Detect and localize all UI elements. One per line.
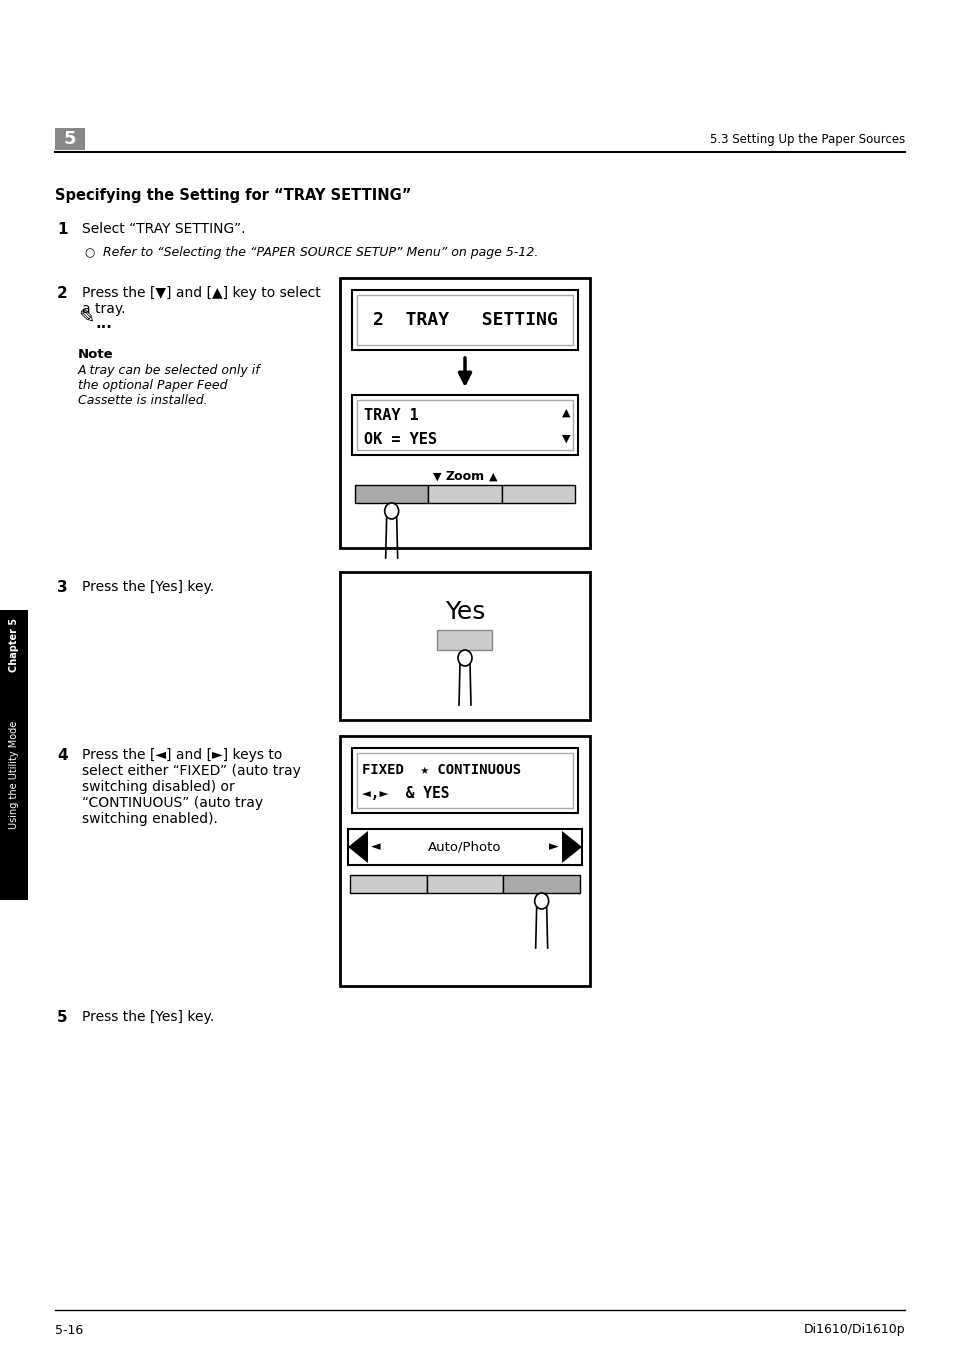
Text: Zoom: Zoom — [445, 470, 484, 484]
Text: Press the [Yes] key.: Press the [Yes] key. — [82, 1011, 213, 1024]
Ellipse shape — [384, 503, 398, 519]
Text: ◄,►  & YES: ◄,► & YES — [361, 786, 449, 801]
Ellipse shape — [457, 650, 472, 666]
FancyBboxPatch shape — [55, 128, 85, 150]
Text: Press the [Yes] key.: Press the [Yes] key. — [82, 580, 213, 594]
Text: ▼: ▼ — [433, 471, 441, 482]
Text: 1: 1 — [57, 222, 68, 236]
FancyBboxPatch shape — [503, 875, 579, 893]
Text: Select “TRAY SETTING”.: Select “TRAY SETTING”. — [82, 222, 245, 236]
Polygon shape — [561, 831, 581, 863]
Text: Auto/Photo: Auto/Photo — [428, 840, 501, 854]
FancyBboxPatch shape — [348, 830, 581, 865]
FancyBboxPatch shape — [352, 394, 578, 455]
FancyBboxPatch shape — [352, 290, 578, 350]
Text: Cassette is installed.: Cassette is installed. — [78, 394, 208, 407]
Text: ▲: ▲ — [561, 408, 570, 417]
Text: ▼: ▼ — [561, 434, 570, 444]
Text: ...: ... — [96, 316, 112, 331]
FancyBboxPatch shape — [350, 875, 426, 893]
Text: ▲: ▲ — [488, 471, 497, 482]
FancyBboxPatch shape — [0, 611, 28, 900]
Text: 2  TRAY   SETTING: 2 TRAY SETTING — [373, 311, 557, 330]
Text: ○: ○ — [85, 246, 95, 259]
Text: Press the [▼] and [▲] key to select: Press the [▼] and [▲] key to select — [82, 286, 320, 300]
Text: Specifying the Setting for “TRAY SETTING”: Specifying the Setting for “TRAY SETTING… — [55, 188, 411, 203]
Polygon shape — [348, 831, 368, 863]
FancyBboxPatch shape — [352, 748, 578, 813]
Text: a tray.: a tray. — [82, 303, 126, 316]
Text: 5: 5 — [64, 130, 76, 149]
Text: Di1610/Di1610p: Di1610/Di1610p — [802, 1324, 904, 1336]
Text: Chapter 5: Chapter 5 — [9, 617, 19, 671]
FancyBboxPatch shape — [437, 630, 492, 650]
Text: Using the Utility Mode: Using the Utility Mode — [9, 721, 19, 830]
Text: switching disabled) or: switching disabled) or — [82, 780, 234, 794]
Text: 4: 4 — [57, 748, 68, 763]
FancyBboxPatch shape — [339, 571, 589, 720]
FancyBboxPatch shape — [501, 485, 575, 503]
FancyBboxPatch shape — [356, 753, 573, 808]
Text: 5-16: 5-16 — [55, 1324, 83, 1336]
Ellipse shape — [534, 893, 548, 909]
Text: Refer to “Selecting the “PAPER SOURCE SETUP” Menu” on page 5-12.: Refer to “Selecting the “PAPER SOURCE SE… — [103, 246, 537, 259]
Text: the optional Paper Feed: the optional Paper Feed — [78, 380, 227, 392]
FancyBboxPatch shape — [339, 736, 589, 986]
FancyBboxPatch shape — [356, 400, 573, 450]
Text: TRAY 1: TRAY 1 — [364, 408, 418, 423]
Text: 5.3 Setting Up the Paper Sources: 5.3 Setting Up the Paper Sources — [709, 132, 904, 146]
Text: Press the [◄] and [►] keys to: Press the [◄] and [►] keys to — [82, 748, 282, 762]
Text: switching enabled).: switching enabled). — [82, 812, 217, 825]
FancyBboxPatch shape — [428, 485, 501, 503]
Text: FIXED  ★ CONTINUOUS: FIXED ★ CONTINUOUS — [361, 763, 520, 777]
Text: select either “FIXED” (auto tray: select either “FIXED” (auto tray — [82, 765, 300, 778]
Text: “CONTINUOUS” (auto tray: “CONTINUOUS” (auto tray — [82, 796, 263, 811]
Text: ◄: ◄ — [371, 840, 380, 854]
FancyBboxPatch shape — [356, 295, 573, 345]
Text: Yes: Yes — [444, 600, 485, 624]
FancyBboxPatch shape — [339, 278, 589, 549]
Text: 5: 5 — [57, 1011, 68, 1025]
Text: Note: Note — [78, 349, 113, 361]
Text: 3: 3 — [57, 580, 68, 594]
FancyBboxPatch shape — [355, 485, 428, 503]
FancyBboxPatch shape — [426, 875, 503, 893]
Text: ►: ► — [549, 840, 558, 854]
Text: 2: 2 — [57, 286, 68, 301]
Text: ✎: ✎ — [78, 309, 94, 328]
Text: OK = YES: OK = YES — [364, 432, 436, 447]
Text: A tray can be selected only if: A tray can be selected only if — [78, 363, 260, 377]
